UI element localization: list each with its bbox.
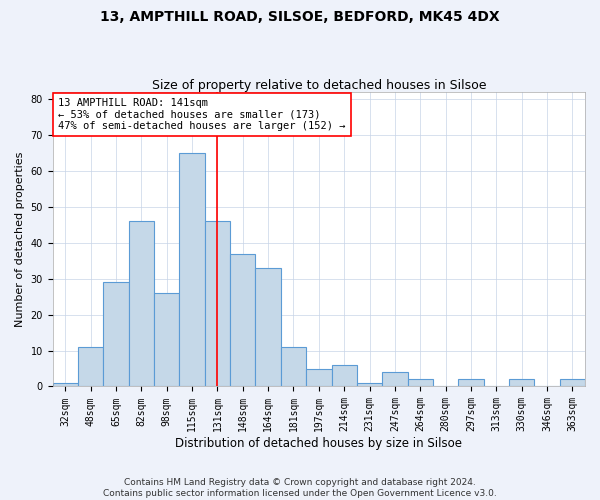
- Title: Size of property relative to detached houses in Silsoe: Size of property relative to detached ho…: [152, 79, 486, 92]
- Bar: [129, 222, 154, 386]
- Bar: [458, 380, 484, 386]
- Bar: [332, 365, 357, 386]
- Text: 13 AMPTHILL ROAD: 141sqm
← 53% of detached houses are smaller (173)
47% of semi-: 13 AMPTHILL ROAD: 141sqm ← 53% of detach…: [58, 98, 346, 131]
- Bar: [281, 347, 306, 387]
- Bar: [179, 153, 205, 386]
- Y-axis label: Number of detached properties: Number of detached properties: [15, 152, 25, 327]
- Bar: [53, 383, 78, 386]
- Bar: [407, 380, 433, 386]
- Bar: [306, 368, 332, 386]
- Bar: [256, 268, 281, 386]
- Bar: [103, 282, 129, 387]
- Bar: [357, 383, 382, 386]
- Bar: [560, 380, 585, 386]
- Bar: [509, 380, 535, 386]
- Bar: [205, 222, 230, 386]
- Bar: [230, 254, 256, 386]
- Text: 13, AMPTHILL ROAD, SILSOE, BEDFORD, MK45 4DX: 13, AMPTHILL ROAD, SILSOE, BEDFORD, MK45…: [100, 10, 500, 24]
- Bar: [78, 347, 103, 387]
- Text: Contains HM Land Registry data © Crown copyright and database right 2024.
Contai: Contains HM Land Registry data © Crown c…: [103, 478, 497, 498]
- X-axis label: Distribution of detached houses by size in Silsoe: Distribution of detached houses by size …: [175, 437, 463, 450]
- Bar: [154, 293, 179, 386]
- Bar: [382, 372, 407, 386]
